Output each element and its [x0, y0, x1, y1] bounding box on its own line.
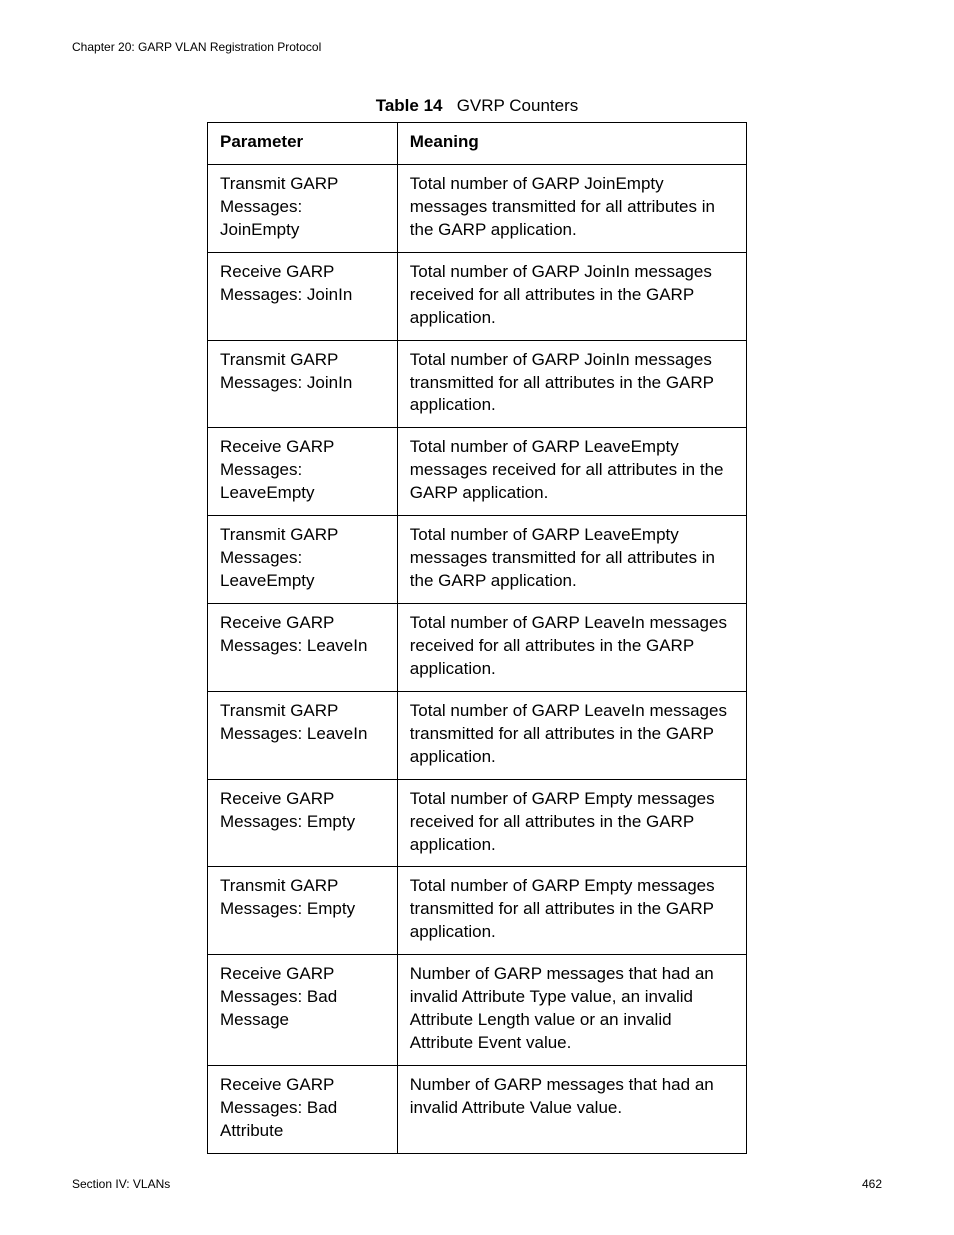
table-row: Receive GARP Messages: Bad Attribute Num… [208, 1066, 747, 1154]
page-footer: Section IV: VLANs 462 [72, 1177, 882, 1191]
gvrp-counters-table: Parameter Meaning Transmit GARP Messages… [207, 122, 747, 1154]
footer-page-number: 462 [862, 1177, 882, 1191]
cell-meaning: Number of GARP messages that had an inva… [397, 955, 746, 1066]
cell-meaning: Total number of GARP LeaveIn messages tr… [397, 691, 746, 779]
cell-parameter: Receive GARP Messages: Bad Message [208, 955, 398, 1066]
cell-parameter: Transmit GARP Messages: JoinEmpty [208, 164, 398, 252]
table-row: Transmit GARP Messages: JoinIn Total num… [208, 340, 747, 428]
table-caption: Table 14 GVRP Counters [72, 96, 882, 116]
table-row: Receive GARP Messages: LeaveIn Total num… [208, 604, 747, 692]
cell-parameter: Transmit GARP Messages: Empty [208, 867, 398, 955]
cell-parameter: Transmit GARP Messages: JoinIn [208, 340, 398, 428]
cell-meaning: Total number of GARP Empty messages rece… [397, 779, 746, 867]
cell-parameter: Receive GARP Messages: Bad Attribute [208, 1066, 398, 1154]
column-header-parameter: Parameter [208, 123, 398, 165]
table-row: Receive GARP Messages: LeaveEmpty Total … [208, 428, 747, 516]
column-header-meaning: Meaning [397, 123, 746, 165]
cell-parameter: Receive GARP Messages: LeaveEmpty [208, 428, 398, 516]
table-caption-spacer [447, 96, 456, 115]
chapter-header: Chapter 20: GARP VLAN Registration Proto… [72, 40, 882, 54]
table-caption-label: Table 14 [376, 96, 443, 115]
table-row: Transmit GARP Messages: LeaveEmpty Total… [208, 516, 747, 604]
table-row: Transmit GARP Messages: LeaveIn Total nu… [208, 691, 747, 779]
cell-meaning: Total number of GARP JoinEmpty messages … [397, 164, 746, 252]
cell-meaning: Total number of GARP LeaveEmpty messages… [397, 428, 746, 516]
cell-parameter: Receive GARP Messages: JoinIn [208, 252, 398, 340]
cell-meaning: Total number of GARP Empty messages tran… [397, 867, 746, 955]
cell-meaning: Total number of GARP JoinIn messages tra… [397, 340, 746, 428]
cell-meaning: Total number of GARP JoinIn messages rec… [397, 252, 746, 340]
table-row: Transmit GARP Messages: Empty Total numb… [208, 867, 747, 955]
page-container: Chapter 20: GARP VLAN Registration Proto… [0, 0, 954, 1235]
cell-parameter: Transmit GARP Messages: LeaveEmpty [208, 516, 398, 604]
table-header-row: Parameter Meaning [208, 123, 747, 165]
cell-meaning: Total number of GARP LeaveIn messages re… [397, 604, 746, 692]
footer-section: Section IV: VLANs [72, 1177, 170, 1191]
table-caption-title: GVRP Counters [457, 96, 579, 115]
table-row: Transmit GARP Messages: JoinEmpty Total … [208, 164, 747, 252]
cell-parameter: Receive GARP Messages: Empty [208, 779, 398, 867]
cell-parameter: Receive GARP Messages: LeaveIn [208, 604, 398, 692]
cell-meaning: Total number of GARP LeaveEmpty messages… [397, 516, 746, 604]
cell-meaning: Number of GARP messages that had an inva… [397, 1066, 746, 1154]
table-row: Receive GARP Messages: JoinIn Total numb… [208, 252, 747, 340]
table-row: Receive GARP Messages: Empty Total numbe… [208, 779, 747, 867]
cell-parameter: Transmit GARP Messages: LeaveIn [208, 691, 398, 779]
table-row: Receive GARP Messages: Bad Message Numbe… [208, 955, 747, 1066]
